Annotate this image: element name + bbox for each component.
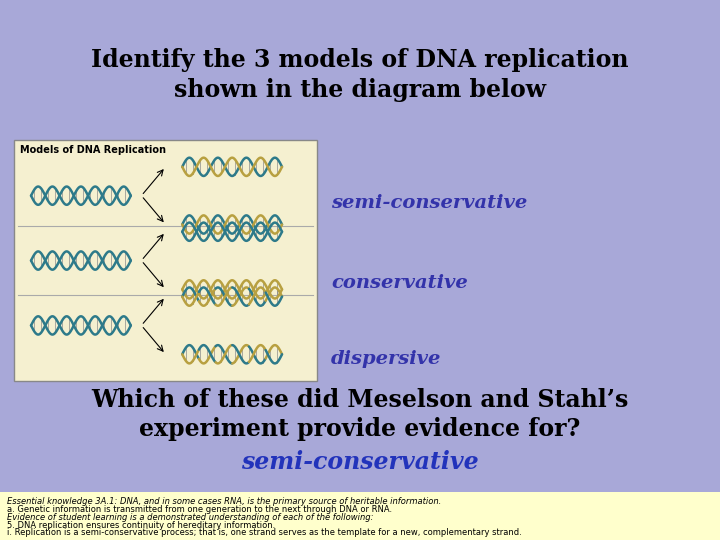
FancyBboxPatch shape [0,492,720,540]
Text: Models of DNA Replication: Models of DNA Replication [20,145,166,155]
Text: experiment provide evidence for?: experiment provide evidence for? [139,417,581,441]
Text: Identify the 3 models of DNA replication: Identify the 3 models of DNA replication [91,49,629,72]
Text: semi-conservative: semi-conservative [241,450,479,474]
Text: a. Genetic information is transmitted from one generation to the next through DN: a. Genetic information is transmitted fr… [7,505,392,514]
Text: dispersive: dispersive [331,350,441,368]
Text: Which of these did Meselson and Stahl’s: Which of these did Meselson and Stahl’s [91,388,629,411]
Text: conservative: conservative [331,274,468,293]
Text: semi-conservative: semi-conservative [331,193,528,212]
Text: shown in the diagram below: shown in the diagram below [174,78,546,102]
Text: i. Replication is a semi-conservative process; that is, one strand serves as the: i. Replication is a semi-conservative pr… [7,529,522,537]
Text: Essential knowledge 3A.1: DNA, and in some cases RNA, is the primary source of h: Essential knowledge 3A.1: DNA, and in so… [7,497,441,506]
FancyBboxPatch shape [14,140,317,381]
Text: Evidence of student learning is a demonstrated understanding of each of the foll: Evidence of student learning is a demons… [7,512,374,522]
Text: 5. DNA replication ensures continuity of hereditary information.: 5. DNA replication ensures continuity of… [7,521,276,530]
